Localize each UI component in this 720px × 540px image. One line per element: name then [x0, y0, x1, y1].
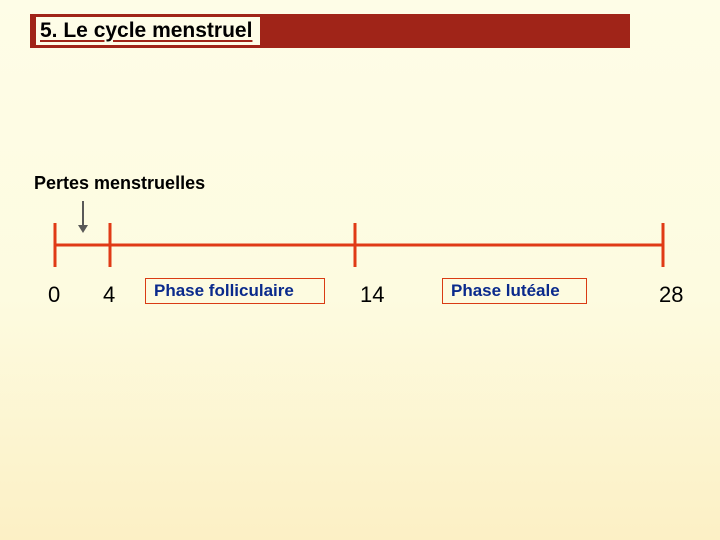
title-bar: 5. Le cycle menstruel: [30, 14, 630, 48]
day-label-14: 14: [360, 282, 384, 308]
phase-folliculaire-box: Phase folliculaire: [145, 278, 325, 304]
slide-background: [0, 0, 720, 540]
slide-title: 5. Le cycle menstruel: [36, 17, 260, 45]
day-label-0: 0: [48, 282, 60, 308]
phase-luteale-box: Phase lutéale: [442, 278, 587, 304]
subtitle-pertes: Pertes menstruelles: [34, 173, 205, 194]
day-label-28: 28: [659, 282, 683, 308]
day-label-4: 4: [103, 282, 115, 308]
